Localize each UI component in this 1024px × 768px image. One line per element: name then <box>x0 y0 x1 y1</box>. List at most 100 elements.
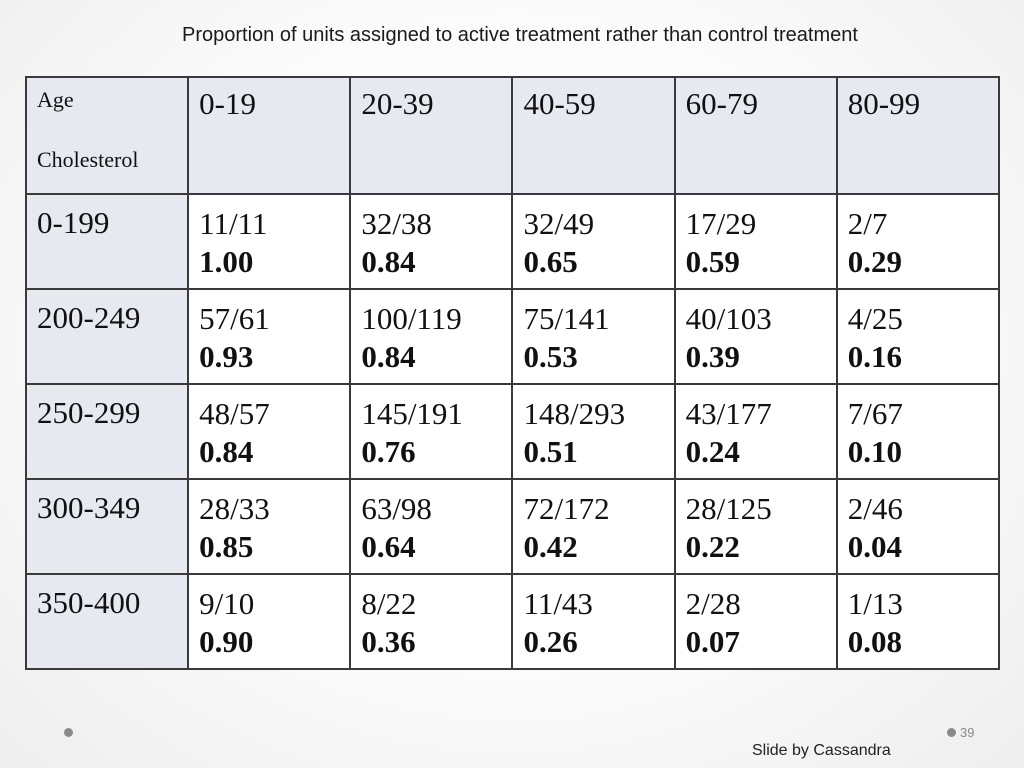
age-header-label: 80-99 <box>847 86 921 121</box>
cell-fraction: 28/125 <box>685 490 772 526</box>
cell-fraction: 57/61 <box>199 300 270 336</box>
cell-proportion: 0.59 <box>685 243 740 279</box>
cholesterol-row-header: 300-349 <box>24 477 190 575</box>
cell-proportion: 0.42 <box>523 528 578 564</box>
cell-proportion: 0.84 <box>361 243 416 279</box>
cell-proportion: 0.53 <box>523 338 578 374</box>
cell-fraction: 17/29 <box>685 205 757 241</box>
cell-proportion: 0.08 <box>847 623 903 659</box>
table-cell: 28/125 0.22 <box>673 477 838 575</box>
cell-fraction: 75/141 <box>523 300 610 336</box>
page-number: 39 <box>960 725 975 740</box>
cell-fraction: 11/11 <box>199 205 268 241</box>
cell-fraction: 2/46 <box>847 490 903 526</box>
cell-proportion: 0.29 <box>847 243 903 279</box>
cell-proportion: 0.51 <box>523 433 578 469</box>
cell-fraction: 2/7 <box>847 205 888 241</box>
table-cell: 4/25 0.16 <box>835 287 1001 385</box>
cell-proportion: 0.04 <box>847 528 903 564</box>
age-header-cell: 0-19 <box>187 76 352 195</box>
age-header-label: 40-59 <box>523 86 596 121</box>
table-header-row: Age Cholesterol 0-19 20-39 40-59 60-79 8… <box>24 76 1001 195</box>
age-axis-label: Age <box>37 87 74 112</box>
cell-proportion: 0.10 <box>847 433 903 469</box>
cell-fraction: 63/98 <box>361 490 432 526</box>
cell-proportion: 0.90 <box>199 623 254 659</box>
cell-proportion: 0.22 <box>685 528 740 564</box>
cell-proportion: 0.36 <box>361 623 416 659</box>
cell-proportion: 0.26 <box>523 623 578 659</box>
age-header-label: 0-19 <box>199 86 256 121</box>
right-bullet-dot-icon <box>947 728 956 737</box>
table-cell: 43/177 0.24 <box>673 382 838 480</box>
cholesterol-row-header: 350-400 <box>24 572 190 671</box>
cell-fraction: 11/43 <box>523 585 593 621</box>
cholesterol-range-label: 250-299 <box>37 394 141 430</box>
age-header-cell: 40-59 <box>511 76 676 195</box>
corner-cell: Age Cholesterol <box>24 76 190 195</box>
age-header-cell: 60-79 <box>673 76 838 195</box>
cell-fraction: 32/49 <box>523 205 595 241</box>
table-cell: 40/103 0.39 <box>673 287 838 385</box>
cell-fraction: 32/38 <box>361 205 432 241</box>
cell-proportion: 0.39 <box>685 338 740 374</box>
table-cell: 72/172 0.42 <box>511 477 676 575</box>
cell-fraction: 1/13 <box>847 585 903 621</box>
age-header-cell: 20-39 <box>349 76 514 195</box>
cell-proportion: 0.65 <box>523 243 578 279</box>
table-cell: 2/28 0.07 <box>673 572 838 671</box>
slide-credit: Slide by Cassandra <box>752 742 891 759</box>
table-cell: 2/7 0.29 <box>835 192 1001 290</box>
cholesterol-range-label: 0-199 <box>37 204 110 240</box>
table-row: 0-199 11/11 1.00 32/38 0.84 32/49 0.65 17/2… <box>24 192 1001 290</box>
cell-fraction: 145/191 <box>361 395 463 431</box>
cell-fraction: 148/293 <box>523 395 626 431</box>
cell-proportion: 0.24 <box>685 433 740 469</box>
table-cell: 11/11 1.00 <box>187 192 352 290</box>
cholesterol-range-label: 200-249 <box>37 299 141 335</box>
table-row: 250-299 48/57 0.84 145/191 0.76 148/293 0.5… <box>24 382 1001 480</box>
table-cell: 11/43 0.26 <box>511 572 676 671</box>
cholesterol-row-header: 250-299 <box>24 382 190 480</box>
table-row: 350-400 9/10 0.90 8/22 0.36 11/43 0.26 2/28… <box>24 572 1001 671</box>
table-cell: 2/46 0.04 <box>835 477 1001 575</box>
cholesterol-range-label: 300-349 <box>37 489 141 525</box>
cholesterol-row-header: 0-199 <box>24 192 190 290</box>
cell-fraction: 72/172 <box>523 490 610 526</box>
age-header-label: 60-79 <box>685 86 758 121</box>
table-cell: 100/119 0.84 <box>349 287 514 385</box>
table-cell: 1/13 0.08 <box>835 572 1001 671</box>
cholesterol-row-header: 200-249 <box>24 287 190 385</box>
table-row: 200-249 57/61 0.93 100/119 0.84 75/141 0.53… <box>24 287 1001 385</box>
table-cell: 32/49 0.65 <box>511 192 676 290</box>
cell-fraction: 8/22 <box>361 585 417 621</box>
cell-fraction: 40/103 <box>685 300 772 336</box>
cell-fraction: 43/177 <box>685 395 772 431</box>
cell-proportion: 0.84 <box>361 338 416 374</box>
cell-fraction: 48/57 <box>199 395 270 431</box>
cell-fraction: 4/25 <box>847 300 903 336</box>
table-cell: 63/98 0.64 <box>349 477 514 575</box>
cell-proportion: 1.00 <box>199 243 254 279</box>
table-cell: 17/29 0.59 <box>673 192 838 290</box>
cell-fraction: 100/119 <box>361 300 462 336</box>
cell-proportion: 0.07 <box>685 623 740 659</box>
table-cell: 75/141 0.53 <box>511 287 676 385</box>
table-cell: 148/293 0.51 <box>511 382 676 480</box>
table-cell: 28/33 0.85 <box>187 477 352 575</box>
age-header-cell: 80-99 <box>835 76 1001 195</box>
cell-fraction: 7/67 <box>847 395 903 431</box>
age-header-label: 20-39 <box>361 86 434 121</box>
cell-fraction: 28/33 <box>199 490 270 526</box>
cell-proportion: 0.64 <box>361 528 416 564</box>
table-cell: 48/57 0.84 <box>187 382 352 480</box>
table-cell: 32/38 0.84 <box>349 192 514 290</box>
cell-fraction: 2/28 <box>685 585 741 621</box>
cell-fraction: 9/10 <box>199 585 255 621</box>
left-bullet-dot-icon <box>64 728 73 737</box>
table-cell: 57/61 0.93 <box>187 287 352 385</box>
cholesterol-axis-label: Cholesterol <box>37 147 139 172</box>
table-cell: 7/67 0.10 <box>835 382 1001 480</box>
cell-proportion: 0.16 <box>847 338 903 374</box>
table-cell: 145/191 0.76 <box>349 382 514 480</box>
